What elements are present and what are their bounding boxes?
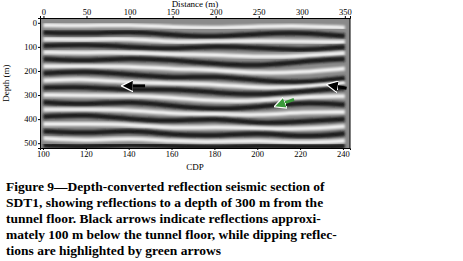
tick-label: 180 [209, 149, 222, 159]
tick-mark [38, 95, 40, 96]
tick-label: 200 [24, 66, 37, 76]
reflector [43, 145, 344, 147]
tick-label: 100 [24, 42, 37, 52]
tick-label: 100 [37, 149, 50, 159]
caption-line: SDT1, showing reflections to a depth of … [6, 195, 323, 210]
tick-mark [38, 23, 40, 24]
tick: 300 [296, 7, 309, 18]
tick: 0 [33, 18, 40, 28]
reflector [43, 45, 344, 49]
axis-line [38, 19, 41, 149]
tick-mark [38, 71, 40, 72]
tick-label: 100 [124, 7, 137, 17]
y-axis: 0 100 200 300 400 500 [24, 18, 40, 148]
plot-area [40, 18, 350, 148]
tick-label: 0 [33, 18, 37, 28]
reflector [43, 32, 344, 36]
tick: 50 [83, 7, 92, 18]
tick-label: 250 [253, 7, 266, 17]
tick: 200 [24, 66, 40, 76]
tick: 100 [124, 7, 137, 18]
tick-mark [38, 143, 40, 144]
reflector [43, 131, 344, 136]
tick: 400 [24, 114, 40, 124]
tick-label: 120 [80, 149, 93, 159]
tick: 350 [339, 7, 352, 18]
tick: 300 [24, 90, 40, 100]
reflector [43, 87, 344, 94]
tick-label: 220 [294, 149, 307, 159]
tick: 0 [42, 7, 46, 18]
tick-label: 300 [24, 90, 37, 100]
tick-label: 400 [24, 114, 37, 124]
x2-axis-title: CDP [186, 162, 204, 172]
tick-mark [38, 47, 40, 48]
tick: 160 [166, 148, 179, 159]
arrow [331, 85, 347, 88]
tick-label: 160 [166, 149, 179, 159]
plot-background [40, 18, 350, 148]
reflector [43, 59, 344, 65]
tick: 500 [24, 138, 40, 148]
reflector [43, 95, 344, 101]
tick-label: 200 [251, 149, 264, 159]
reflector [43, 102, 344, 108]
caption-line: Figure 9—Depth-converted reflection seis… [6, 179, 325, 194]
tick-label: 300 [296, 7, 309, 17]
x-axis-title: Distance (m) [172, 0, 219, 9]
caption-line: tions are highlighted by green arrows [6, 243, 221, 258]
reflector [43, 115, 344, 122]
tick-label: 500 [24, 138, 37, 148]
reflector [43, 39, 344, 42]
tick-label: 240 [337, 149, 350, 159]
tick: 100 [37, 148, 50, 159]
caption-line: tunnel floor. Black arrows indicate refl… [6, 211, 321, 226]
reflector [43, 138, 344, 142]
tick: 220 [294, 148, 307, 159]
tick-label: 50 [83, 7, 92, 17]
tick-label: 0 [42, 7, 46, 17]
frame [350, 18, 351, 148]
tick: 250 [253, 7, 266, 18]
reflector [43, 52, 344, 56]
tick: 100 [24, 42, 40, 52]
figure: 0501001502002503003500100200300400500100… [0, 0, 463, 261]
tick-label: 350 [339, 7, 352, 17]
reflector [43, 25, 344, 27]
arrow [279, 99, 295, 105]
tick: 140 [123, 148, 136, 159]
reflector [43, 124, 344, 129]
caption-line: mately 100 m below the tunnel floor, whi… [6, 227, 337, 242]
tick: 240 [337, 148, 350, 159]
arrow [126, 84, 145, 87]
tick: 120 [80, 148, 93, 159]
y-axis-title: Depth (m) [1, 64, 11, 101]
tick-label: 140 [123, 149, 136, 159]
tick: 200 [251, 148, 264, 159]
tick-mark [38, 119, 40, 120]
x2-axis: 100 120 140 160 180 200 220 240 [37, 148, 350, 159]
tick: 180 [209, 148, 222, 159]
caption: Figure 9—Depth-converted reflection seis… [6, 179, 337, 258]
